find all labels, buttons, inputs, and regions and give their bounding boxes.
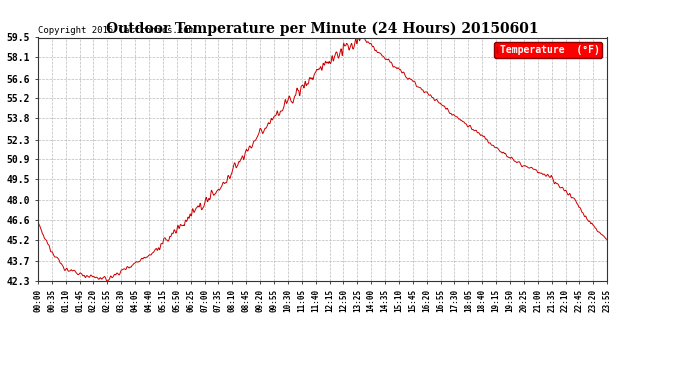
Text: Copyright 2015 Cartronics.com: Copyright 2015 Cartronics.com [38,26,194,35]
Title: Outdoor Temperature per Minute (24 Hours) 20150601: Outdoor Temperature per Minute (24 Hours… [106,22,539,36]
Legend: Temperature  (°F): Temperature (°F) [494,42,602,58]
